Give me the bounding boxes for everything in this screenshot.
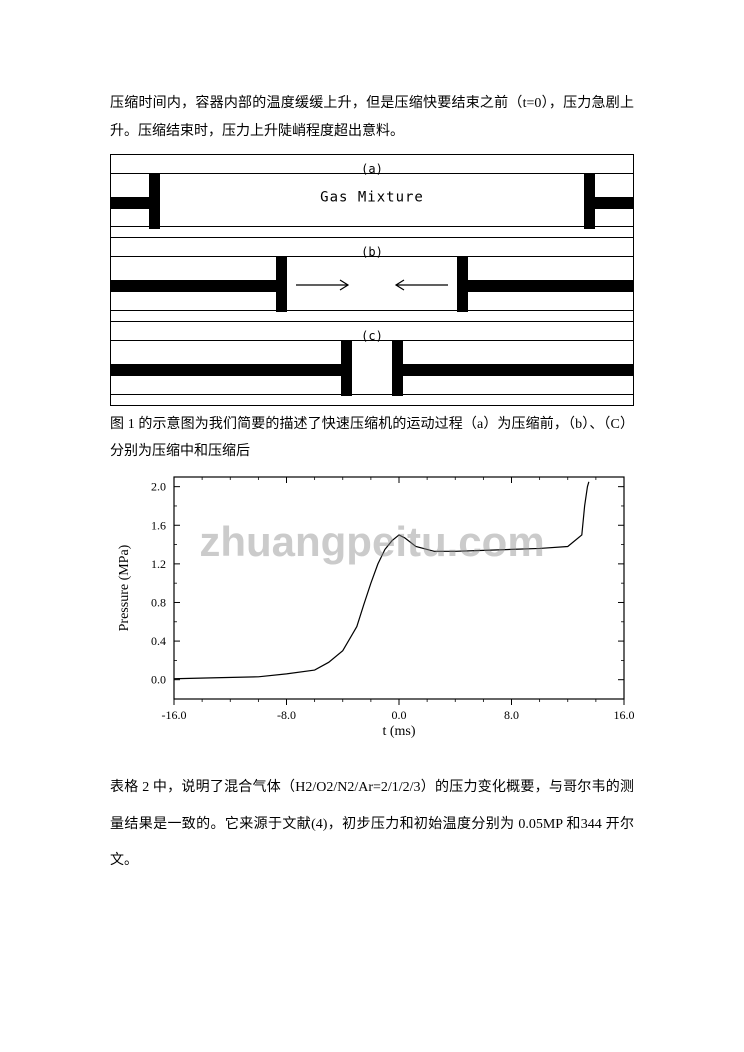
figure-2-chart: -16.0 -8.0 0.0 8.0 16.0 0.0 0.4 0.8 1.2 1.6 2.0 t (… [110,469,634,750]
svg-text:0.0: 0.0 [392,708,407,722]
svg-text:0.8: 0.8 [151,596,166,610]
svg-text:-8.0: -8.0 [277,708,296,722]
paragraph-intro: 压缩时间内，容器内部的温度缓缓上升，但是压缩快要结束之前（t=0），压力急剧上升… [110,90,634,146]
svg-text:-16.0: -16.0 [162,708,187,722]
svg-text:1.6: 1.6 [151,518,166,532]
diagram-panel-a: (a) Gas Mixture [110,154,634,238]
diagram-panel-b: (b) [110,238,634,322]
svg-text:Pressure (MPa): Pressure (MPa) [117,545,132,632]
svg-text:2.0: 2.0 [151,480,166,494]
svg-text:16.0: 16.0 [614,708,635,722]
svg-text:8.0: 8.0 [504,708,519,722]
arrow-right-icon [296,278,356,292]
svg-text:t (ms): t (ms) [382,724,415,739]
pressure-chart-svg: -16.0 -8.0 0.0 8.0 16.0 0.0 0.4 0.8 1.2 1.6 2.0 t (… [110,469,634,739]
arrow-left-icon [388,278,448,292]
svg-text:1.2: 1.2 [151,557,166,571]
panel-c-label: (c) [361,324,383,348]
svg-text:0.0: 0.0 [151,673,166,687]
panel-b-label: (b) [361,240,383,264]
svg-text:0.4: 0.4 [151,634,166,648]
gas-mixture-label: Gas Mixture [320,183,424,211]
panel-a-label: (a) [361,157,383,181]
paragraph-table2: 表格 2 中，说明了混合气体（H2/O2/N2/Ar=2/1/2/3）的压力变化… [110,770,634,879]
figure-1-diagram: (a) Gas Mixture (b) (c) [110,154,634,406]
diagram-panel-c: (c) [110,322,634,406]
figure-1-caption: 图 1 的示意图为我们简要的描述了快速压缩机的运动过程（a）为压缩前，（b）、（… [110,412,634,465]
